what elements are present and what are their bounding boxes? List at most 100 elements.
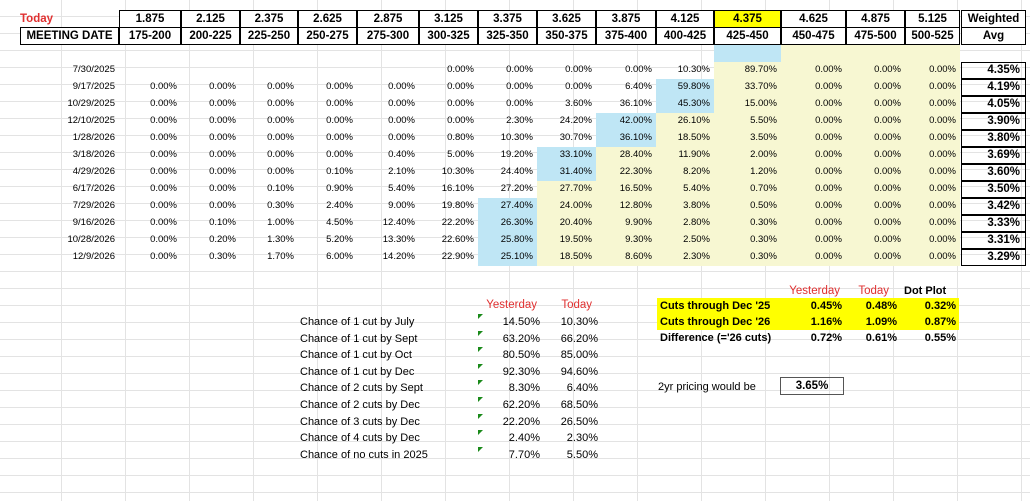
cuts-dot-plot[interactable]: 0.87% [900,314,959,330]
probability-cell[interactable] [181,62,240,79]
probability-cell[interactable]: 0.00% [874,166,901,177]
probability-cell[interactable]: 0.00% [209,81,236,92]
probability-cell[interactable]: 0.00% [209,149,236,160]
range-header[interactable]: 200-225 [181,27,240,45]
chance-label[interactable]: Chance of 2 cuts by Dec [300,399,420,411]
probability-cell[interactable]: 0.00% [150,183,177,194]
probability-cell[interactable]: 0.00% [267,98,294,109]
cuts-label[interactable]: Cuts through Dec '25 [657,298,777,314]
probability-cell[interactable]: 22.90% [441,251,474,262]
meeting-date[interactable]: 9/16/2026 [72,217,115,228]
chance-yesterday[interactable]: 80.50% [478,347,542,363]
chance-label[interactable]: Chance of 3 cuts by Dec [300,415,420,428]
probability-cell[interactable]: 0.30% [209,251,236,262]
probability-cell[interactable]: 0.00% [874,98,901,109]
chance-yesterday[interactable]: 63.20% [478,330,542,347]
probability-cell[interactable]: 0.00% [209,98,236,109]
probability-cell[interactable] [357,62,419,79]
probability-cell[interactable]: 0.00% [326,98,353,109]
cuts-today[interactable]: 0.48% [845,298,900,314]
cuts-yesterday-header[interactable]: Yesterday [789,285,840,297]
meeting-date[interactable]: 12/10/2025 [67,115,115,126]
weighted-avg[interactable]: 3.90% [961,113,1026,130]
probability-cell[interactable]: 0.00% [815,132,842,143]
probability-cell[interactable]: 0.30% [714,215,781,232]
probability-cell[interactable]: 2.50% [656,232,714,249]
probability-cell[interactable]: 0.00% [506,64,533,75]
range-header[interactable]: 225-250 [240,27,298,45]
probability-cell[interactable]: 0.00% [150,200,177,211]
meeting-date[interactable]: 9/17/2025 [72,81,115,92]
midpoint-header[interactable]: 3.875 [596,10,656,28]
probability-cell[interactable]: 0.00% [447,98,474,109]
chance-yesterday[interactable]: 22.20% [478,413,542,430]
probability-cell[interactable]: 0.00% [209,183,236,194]
probability-cell[interactable]: 0.00% [929,149,956,160]
probability-cell[interactable]: 0.00% [874,200,901,211]
probability-cell[interactable]: 9.00% [388,200,415,211]
probability-cell[interactable]: 18.50% [656,130,714,147]
probability-cell[interactable]: 19.80% [441,200,474,211]
probability-cell[interactable]: 0.00% [326,132,353,143]
probability-cell[interactable]: 0.00% [150,115,177,126]
probability-cell[interactable]: 0.00% [815,115,842,126]
meeting-date[interactable]: 7/29/2026 [72,200,115,211]
probability-cell[interactable]: 0.00% [506,81,533,92]
probability-cell[interactable]: 0.00% [929,98,956,109]
midpoint-header[interactable]: 2.375 [240,10,298,28]
chance-label[interactable]: Chance of 1 cut by Sept [300,332,418,345]
probability-cell[interactable]: 22.60% [441,234,474,245]
probability-cell[interactable]: 27.70% [537,181,596,198]
probability-cell[interactable]: 0.00% [565,81,592,92]
probability-cell[interactable]: 1.70% [267,251,294,262]
midpoint-header[interactable]: 4.625 [781,10,846,28]
probability-cell[interactable]: 22.30% [596,164,656,181]
probability-cell[interactable]: 42.00% [596,113,656,130]
probability-cell[interactable]: 15.00% [714,96,781,113]
chance-label[interactable]: Chance of no cuts in 2025 [300,448,428,461]
probability-cell[interactable]: 8.60% [596,249,656,266]
probability-cell[interactable]: 2.80% [656,215,714,232]
probability-cell[interactable]: 0.00% [565,64,592,75]
range-header[interactable]: 375-400 [596,27,656,45]
chance-today[interactable]: 68.50% [560,399,598,411]
today-header[interactable]: Today [20,13,54,25]
probability-cell[interactable]: 11.90% [656,147,714,164]
probability-cell[interactable]: 25.10% [478,249,537,266]
probability-cell[interactable]: 24.20% [559,115,592,126]
probability-cell[interactable]: 0.00% [267,115,294,126]
probability-cell[interactable]: 59.80% [656,79,714,96]
chance-today[interactable]: 94.60% [560,365,598,378]
probability-cell[interactable]: 45.30% [656,96,714,113]
chance-today[interactable]: 66.20% [560,332,598,345]
probability-cell[interactable]: 0.00% [929,183,956,194]
probability-cell[interactable]: 0.00% [929,200,956,211]
probability-cell[interactable]: 0.00% [209,115,236,126]
probability-cell[interactable]: 31.40% [537,164,596,181]
probability-cell[interactable]: 0.00% [150,98,177,109]
cuts-today-header[interactable]: Today [858,285,889,297]
weighted-avg[interactable]: 3.80% [961,130,1026,147]
weighted-avg[interactable]: 3.33% [961,215,1026,232]
chance-label[interactable]: Chance of 1 cut by July [300,316,415,328]
probability-cell[interactable]: 0.30% [714,232,781,249]
range-header[interactable]: 425-450 [714,27,781,45]
probability-cell[interactable]: 22.20% [441,217,474,228]
probability-cell[interactable]: 0.00% [150,217,177,228]
avg-header[interactable]: Avg [961,27,1026,45]
dot-plot-header[interactable]: Dot Plot [904,285,947,297]
pricing-label[interactable]: 2yr pricing would be [658,381,756,393]
chance-today[interactable]: 5.50% [566,448,598,461]
midpoint-header[interactable]: 4.375 [714,10,781,28]
probability-cell[interactable]: 5.00% [447,149,474,160]
probability-cell[interactable]: 9.30% [596,232,656,249]
probability-cell[interactable]: 24.40% [500,166,533,177]
probability-cell[interactable]: 0.10% [209,217,236,228]
probability-cell[interactable]: 0.00% [209,132,236,143]
probability-cell[interactable]: 0.00% [815,166,842,177]
probability-cell[interactable]: 26.30% [478,215,537,232]
probability-cell[interactable] [119,62,181,79]
probability-cell[interactable]: 0.50% [714,198,781,215]
probability-cell[interactable]: 24.00% [537,198,596,215]
probability-cell[interactable]: 14.20% [382,251,415,262]
